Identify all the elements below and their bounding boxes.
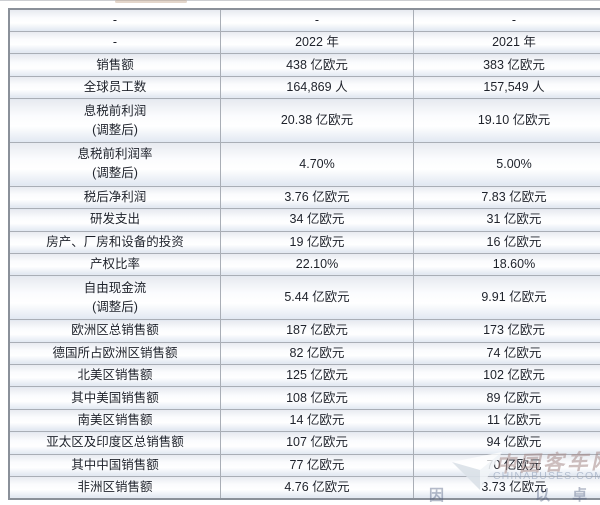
table-row: 德国所占欧洲区销售额 82 亿欧元 74 亿欧元 [8,341,600,365]
table-row: 欧洲区总销售额 187 亿欧元 173 亿欧元 [8,319,600,343]
row-label-cell: 税后净利润 [8,185,221,210]
value-2021-cell: 31 亿欧元 [413,208,600,232]
value-2022-cell: 187 亿欧元 [220,319,414,343]
table-row: 息税前利润 (调整后) 20.38 亿欧元 19.10 亿欧元 [8,98,600,143]
value-2022-cell: 14 亿欧元 [220,408,414,433]
row-label-cell: 销售额 [8,53,221,77]
value-2022-cell: 438 亿欧元 [220,53,414,77]
row-label-cell: 全球员工数 [8,75,221,100]
row-label-cell: 欧洲区总销售额 [8,319,221,343]
row-label-cell: 息税前利润 (调整后) [8,98,221,143]
value-2021-cell: 5.00% [413,141,600,187]
value-2021-cell: 173 亿欧元 [413,319,600,343]
table-body: - - - -2022 年 2021 年销售额 438 亿欧元 383 亿欧元 全球员工数 16… [8,8,600,500]
table-row: 息税前利润率 (调整后) 4.70% 5.00% [8,141,600,187]
value-2021-cell: 18.60% [413,252,600,277]
table-row: 非洲区销售额 4.76 亿欧元 3.73 亿欧元 [8,475,600,500]
value-2022-cell: 4.70% [220,141,414,187]
table-row: 产权比率 22.10% 18.60% [8,252,600,277]
value-2022-cell: 22.10% [220,252,414,277]
row-label-cell: 产权比率 [8,252,221,277]
value-2021-cell: 16 亿欧元 [413,230,600,254]
table-row: 税后净利润 3.76 亿欧元 7.83 亿欧元 [8,185,600,210]
row-label-cell: 德国所占欧洲区销售额 [8,341,221,365]
row-label-cell: 非洲区销售额 [8,475,221,500]
value-2021-cell: 9.91 亿欧元 [413,275,600,321]
table-row: 南美区销售额 14 亿欧元 11 亿欧元 [8,408,600,433]
row-label-cell: 其中中国销售额 [8,453,221,477]
top-edge-line [0,0,600,1]
value-2022-cell: 77 亿欧元 [220,453,414,477]
table-row: 亚太区及印度区总销售额 107 亿欧元 94 亿欧元 [8,431,600,455]
row-label-cell: - [8,30,221,55]
value-2022-cell: 4.76 亿欧元 [220,475,414,500]
value-2022-cell: 3.76 亿欧元 [220,185,414,210]
table-row: 其中美国销售额 108 亿欧元 89 亿欧元 [8,386,600,410]
value-2022-cell: 2022 年 [220,30,414,55]
value-2021-cell: 94 亿欧元 [413,431,600,455]
value-2021-cell: 19.10 亿欧元 [413,98,600,143]
table-row: 全球员工数 164,869 人 157,549 人 [8,75,600,100]
table-row: 其中中国销售额 77 亿欧元 70 亿欧元 [8,453,600,477]
value-2021-cell: 7.83 亿欧元 [413,185,600,210]
table-row: 房产、厂房和设备的投资 19 亿欧元 16 亿欧元 [8,230,600,254]
row-label-cell: 房产、厂房和设备的投资 [8,230,221,254]
value-2021-cell: 11 亿欧元 [413,408,600,433]
value-2021-cell: - [413,8,600,32]
table-row: 研发支出 34 亿欧元 31 亿欧元 [8,208,600,232]
value-2022-cell: 19 亿欧元 [220,230,414,254]
value-2021-cell: 157,549 人 [413,75,600,100]
value-2022-cell: - [220,8,414,32]
table-row: 自由现金流 (调整后) 5.44 亿欧元 9.91 亿欧元 [8,275,600,321]
value-2021-cell: 102 亿欧元 [413,363,600,388]
row-label-cell: 自由现金流 (调整后) [8,275,221,321]
value-2021-cell: 3.73 亿欧元 [413,475,600,500]
top-edge-smudge [115,0,187,3]
value-2022-cell: 20.38 亿欧元 [220,98,414,143]
row-label-cell: 息税前利润率 (调整后) [8,141,221,187]
row-label-cell: 亚太区及印度区总销售额 [8,431,221,455]
value-2021-cell: 70 亿欧元 [413,453,600,477]
row-label-cell: 南美区销售额 [8,408,221,433]
value-2021-cell: 74 亿欧元 [413,341,600,365]
financial-table: - - - -2022 年 2021 年销售额 438 亿欧元 383 亿欧元 全球员工数 16… [8,8,600,500]
value-2022-cell: 125 亿欧元 [220,363,414,388]
value-2022-cell: 5.44 亿欧元 [220,275,414,321]
value-2022-cell: 82 亿欧元 [220,341,414,365]
value-2021-cell: 383 亿欧元 [413,53,600,77]
table-row: -2022 年 2021 年 [8,30,600,55]
value-2022-cell: 108 亿欧元 [220,386,414,410]
table-row: 北美区销售额 125 亿欧元 102 亿欧元 [8,363,600,388]
row-label-cell: - [8,8,221,32]
value-2021-cell: 89 亿欧元 [413,386,600,410]
row-label-cell: 北美区销售额 [8,363,221,388]
table-row: 销售额 438 亿欧元 383 亿欧元 [8,53,600,77]
value-2022-cell: 34 亿欧元 [220,208,414,232]
value-2021-cell: 2021 年 [413,30,600,55]
value-2022-cell: 107 亿欧元 [220,431,414,455]
row-label-cell: 其中美国销售额 [8,386,221,410]
value-2022-cell: 164,869 人 [220,75,414,100]
row-label-cell: 研发支出 [8,208,221,232]
table-row: --- [8,8,600,32]
